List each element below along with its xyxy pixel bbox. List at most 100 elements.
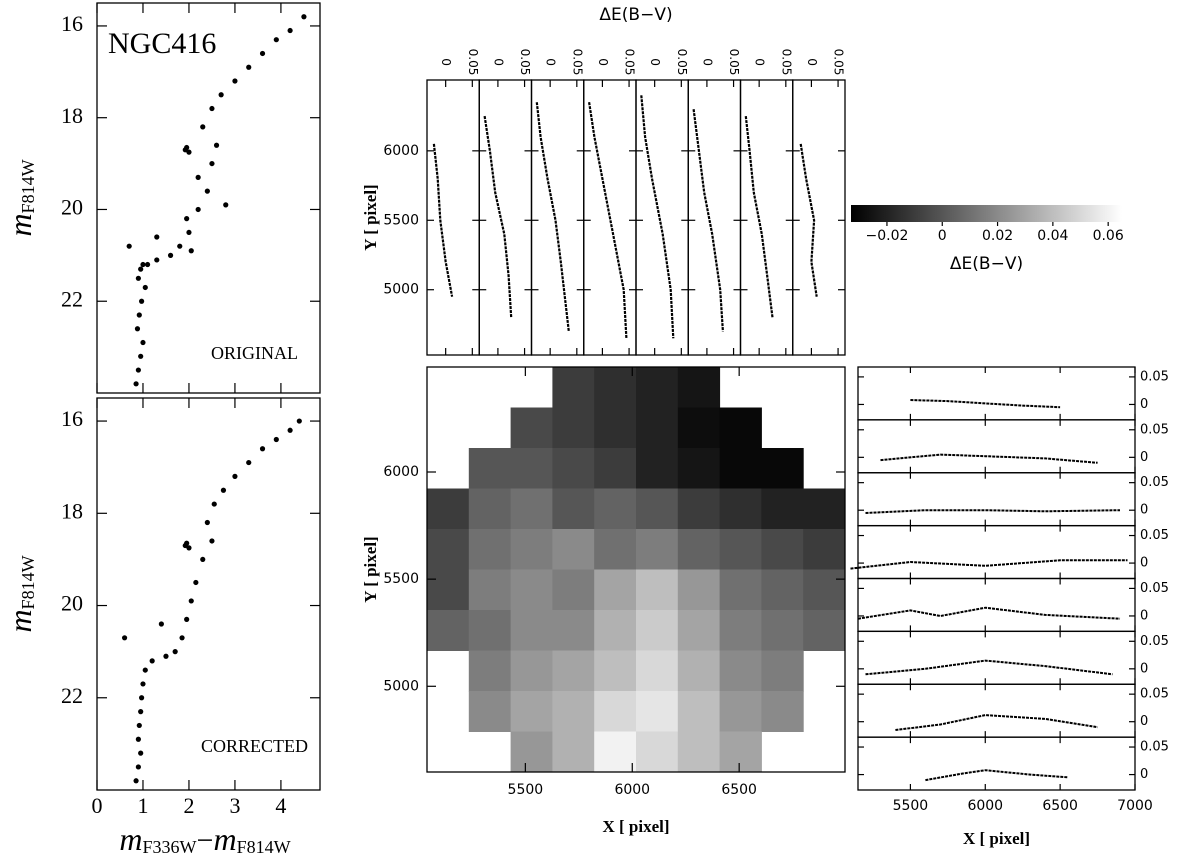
star-point xyxy=(126,243,132,249)
x-tick-label: 1 xyxy=(137,793,148,818)
y-tick-label: 20 xyxy=(61,591,83,616)
star-point xyxy=(158,621,164,627)
y-tick-label: 5000 xyxy=(383,282,419,298)
map-cell xyxy=(636,407,679,449)
label-main: m xyxy=(119,821,142,857)
star-point xyxy=(204,188,210,194)
panel-label: CORRECTED xyxy=(201,736,308,756)
panel-frame xyxy=(857,366,1136,421)
star-point xyxy=(140,681,146,687)
x-tick-label: 0 xyxy=(92,793,103,818)
map-cell xyxy=(677,569,721,611)
x-axis-label: ΔE(B−V) xyxy=(599,5,672,25)
x-tick-label: 0 xyxy=(700,58,714,66)
star-point xyxy=(209,160,215,167)
map-cell xyxy=(552,569,595,611)
x-tick-label: 6500 xyxy=(721,782,757,798)
map-cell xyxy=(636,731,679,773)
star-point xyxy=(154,234,160,240)
profile-line xyxy=(895,714,1098,731)
star-point xyxy=(167,252,174,258)
profile-line xyxy=(692,109,724,332)
y-tick-label: 18 xyxy=(61,103,83,128)
star-point xyxy=(184,144,190,151)
star-point xyxy=(184,216,190,222)
y-tick-label: 0.05 xyxy=(1140,687,1169,702)
profile-line xyxy=(744,115,774,318)
colorbar-tick-label: −0.02 xyxy=(865,228,908,244)
map-cell xyxy=(552,650,595,692)
y-tick-label: 16 xyxy=(61,11,83,36)
y-tick-label: 0 xyxy=(1140,503,1148,518)
map-cell xyxy=(677,691,721,732)
star-point xyxy=(232,78,238,84)
map-cell xyxy=(468,691,512,732)
map-cell xyxy=(468,529,512,570)
y-tick-label: 18 xyxy=(61,498,83,523)
panel-frame xyxy=(530,79,585,356)
map-cell xyxy=(427,569,470,611)
panel-label: ORIGINAL xyxy=(211,343,298,363)
map-cell xyxy=(719,569,762,611)
map-cell xyxy=(719,731,762,773)
map-cell xyxy=(636,650,679,692)
map-cell xyxy=(552,407,595,449)
map-cell xyxy=(552,610,595,651)
map-cell xyxy=(636,367,679,408)
x-tick-label: 0 xyxy=(491,58,505,66)
panel-frame xyxy=(857,630,1136,685)
map-cell xyxy=(636,448,679,489)
star-point xyxy=(184,616,190,622)
map-cell xyxy=(636,488,679,530)
star-point xyxy=(172,649,178,655)
star-point xyxy=(218,92,224,98)
profile-line xyxy=(483,115,513,318)
star-point xyxy=(213,142,220,148)
label-sub: F814W xyxy=(237,837,291,857)
x-tick-label: 6000 xyxy=(614,782,650,798)
map-cell xyxy=(677,448,721,489)
y-tick-label: 16 xyxy=(61,406,83,431)
x-tick-label: 0 xyxy=(753,58,767,66)
map-cell xyxy=(594,488,637,530)
y-axis-label: mF814W xyxy=(2,159,38,236)
colorbar-label: ΔE(B−V) xyxy=(950,254,1023,274)
x-tick-label: 5500 xyxy=(508,782,544,798)
x-tick-label: 0.05 xyxy=(466,49,480,76)
map-cell xyxy=(468,448,512,489)
panel-frame xyxy=(426,79,480,356)
star-point xyxy=(135,736,141,742)
star-point xyxy=(154,257,160,263)
map-cell xyxy=(636,691,679,732)
label-main: m xyxy=(213,821,236,857)
map-cell xyxy=(761,488,804,530)
star-point xyxy=(259,446,266,452)
colorbar-tick-label: 0 xyxy=(938,228,947,244)
star-point xyxy=(177,243,183,249)
x-tick-label: 0.05 xyxy=(570,49,584,76)
y-tick-label: 0 xyxy=(1140,608,1148,623)
x-tick-label: 5500 xyxy=(893,798,929,814)
map-cell xyxy=(719,407,762,449)
y-tick-label: 5500 xyxy=(383,571,419,587)
x-tick-label: 0.05 xyxy=(623,49,637,76)
star-point xyxy=(186,149,192,155)
star-point xyxy=(133,381,139,387)
y-tick-label: 0 xyxy=(1140,661,1148,676)
map-cell xyxy=(761,529,804,570)
colorbar-tick-label: 0.06 xyxy=(1093,228,1124,244)
map-cell xyxy=(677,407,721,449)
map-cell xyxy=(468,610,512,651)
y-tick-label: 0 xyxy=(1140,714,1148,729)
y-tick-label: 0 xyxy=(1140,767,1148,782)
x-tick-label: 0 xyxy=(648,58,662,66)
map-cell xyxy=(677,488,721,530)
star-point xyxy=(140,339,146,346)
x-tick-label: 6000 xyxy=(967,798,1003,814)
star-point xyxy=(287,27,293,34)
star-point xyxy=(200,556,206,563)
map-cell xyxy=(510,691,553,732)
map-cell xyxy=(677,367,721,408)
colorbar xyxy=(851,205,1122,222)
